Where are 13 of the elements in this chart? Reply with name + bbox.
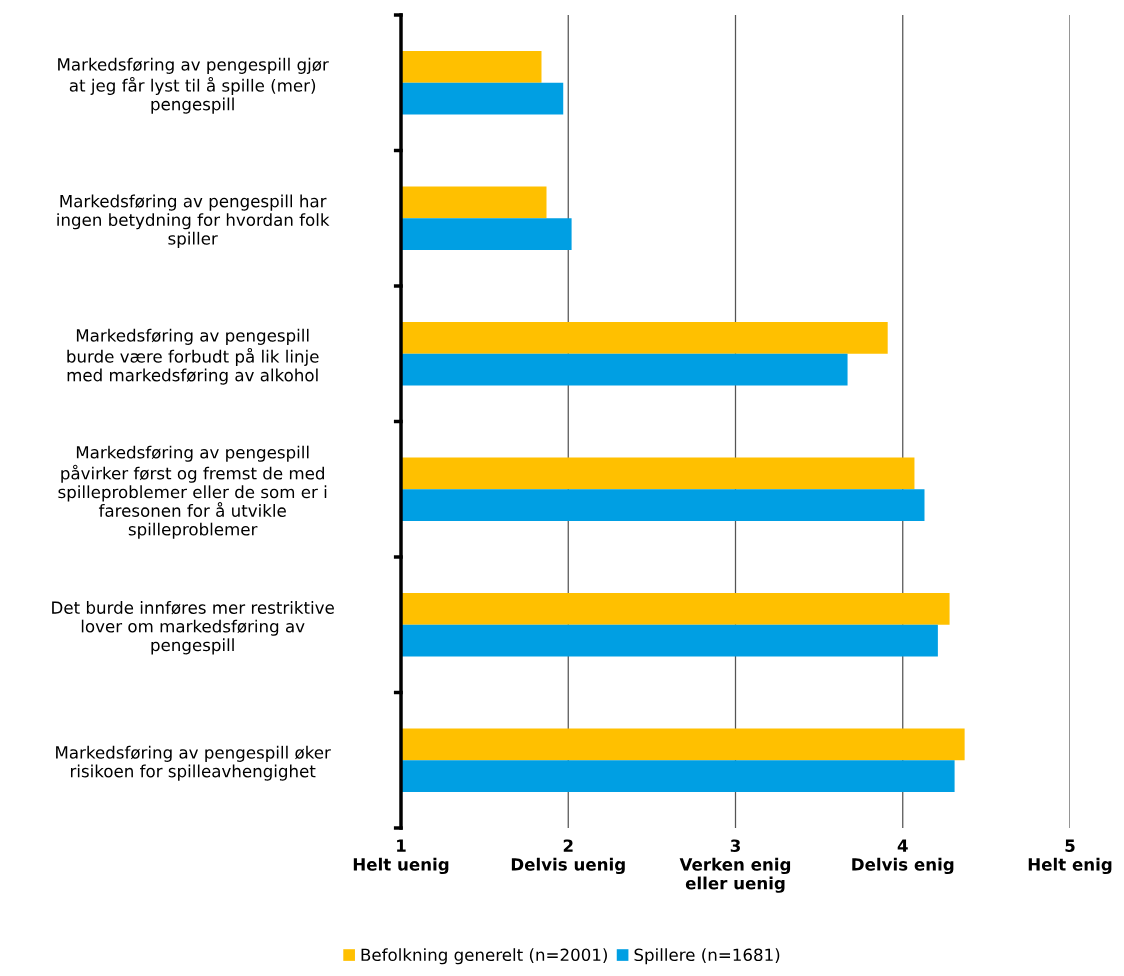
x-tick-label: 5 Helt enig (1028, 839, 1112, 875)
x-tick-label: 2 Delvis uenig (511, 839, 625, 875)
legend-label: Befolkning generelt (n=2001) (361, 948, 607, 965)
x-tick-label: 3 Verken enig eller uenig (679, 839, 791, 893)
x-tick-label: 4 Delvis enig (852, 839, 954, 875)
y-tick-label: Markedsføring av pengespill burde være forbudt på lik linje med markedsføring av alkohol (67, 328, 319, 385)
legend-label: Spillere (n=1681) (634, 948, 780, 965)
y-tick-label: Markedsføring av pengespill gjør at jeg får lyst til å spille (mer) pengespill (58, 57, 329, 114)
y-tick-label: Markedsføring av pengespill har ingen betydning for hvordan folk spiller (57, 194, 330, 248)
y-tick-label: Markedsføring av pengespill øker risikoen for spilleavhengighet (56, 745, 331, 781)
y-tick-label: Det burde innføres mer restriktive lover om markedsføring av pengespill (52, 601, 334, 655)
y-tick-label: Markedsføring av pengespill påvirker først og fremst de med spilleproblemer eller de som er i faresonen for å utvikle spilleproblemer (58, 445, 327, 539)
x-tick-label: 1 Helt uenig (353, 839, 449, 875)
